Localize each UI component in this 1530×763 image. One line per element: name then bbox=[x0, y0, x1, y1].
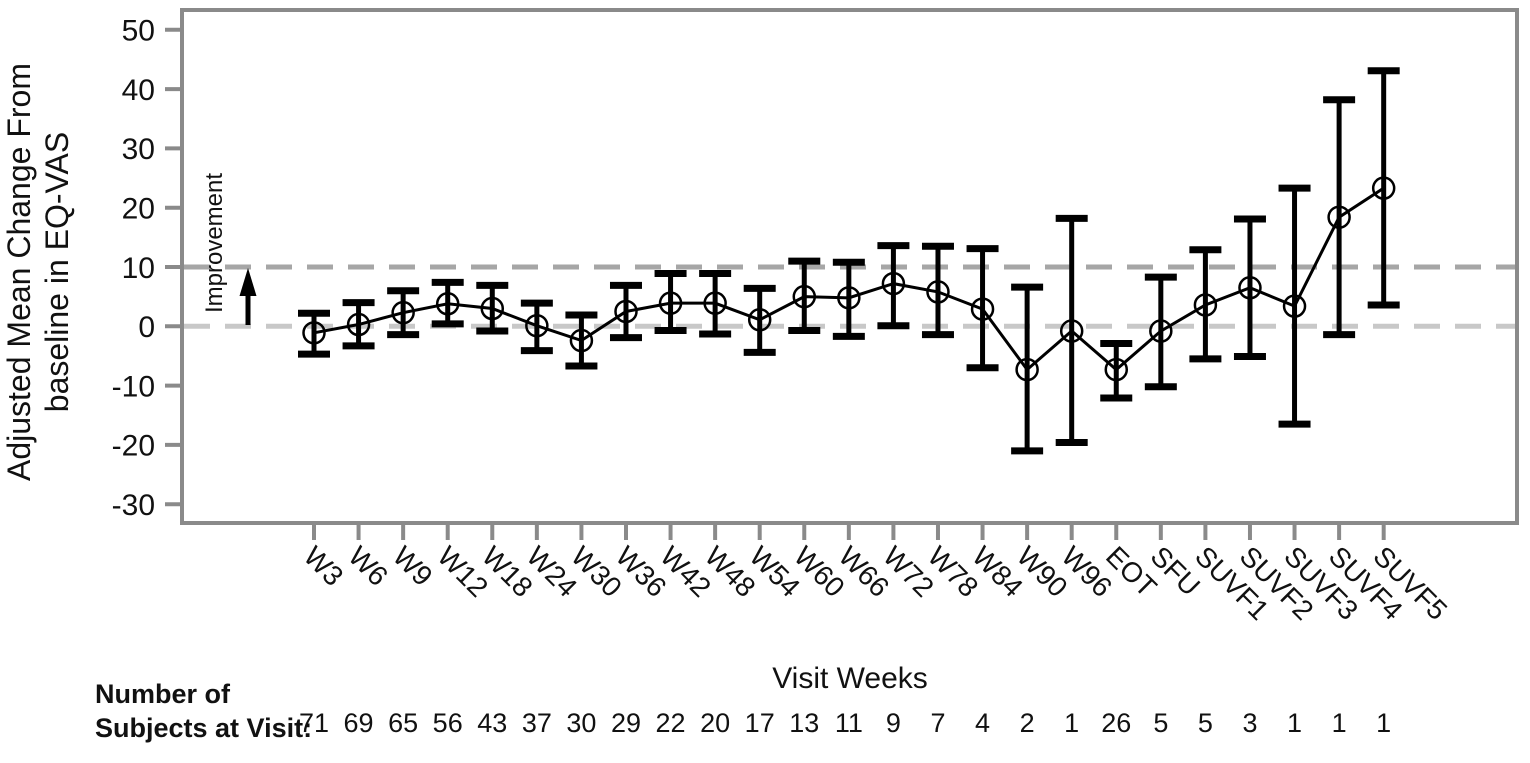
data-point-W96 bbox=[1059, 319, 1084, 343]
y-tick-label--30: -30 bbox=[112, 489, 155, 522]
subjects-count-W78: 7 bbox=[930, 708, 945, 738]
subjects-count-W12: 56 bbox=[433, 708, 463, 738]
improvement-annotation: Improvement bbox=[201, 173, 228, 313]
data-point-W18 bbox=[480, 296, 505, 321]
subjects-count-W24: 37 bbox=[522, 708, 552, 738]
data-point-W60 bbox=[792, 284, 817, 309]
x-tick-label-SFU: SFU bbox=[1145, 540, 1207, 602]
subjects-count-W84: 4 bbox=[975, 708, 990, 738]
plot-frame bbox=[180, 8, 1519, 525]
data-point-W9 bbox=[391, 300, 415, 325]
subjects-footer-label-line2: Subjects at Visit: bbox=[95, 713, 312, 743]
subjects-count-W66: 11 bbox=[835, 708, 863, 738]
subjects-count-W36: 29 bbox=[611, 708, 641, 738]
subjects-count-SUVF1: 5 bbox=[1198, 708, 1213, 738]
subjects-count-EOT: 26 bbox=[1101, 708, 1131, 738]
subjects-count-W48: 20 bbox=[700, 708, 730, 738]
subjects-count-SFU: 5 bbox=[1153, 708, 1168, 738]
data-point-SUVF2 bbox=[1238, 276, 1262, 300]
data-point-W78 bbox=[926, 280, 950, 304]
data-point-W66 bbox=[837, 286, 861, 310]
data-point-W72 bbox=[881, 271, 906, 296]
data-point-W3 bbox=[302, 321, 326, 345]
x-tick-label-W3: W3 bbox=[298, 540, 350, 592]
y-tick-label-40: 40 bbox=[122, 74, 155, 107]
subjects-count-W42: 22 bbox=[656, 708, 686, 738]
data-point-W84 bbox=[970, 297, 995, 321]
x-tick-label-W9: W9 bbox=[387, 540, 439, 592]
subjects-footer-label-line1: Number of bbox=[95, 679, 231, 709]
x-tick-label-W12: W12 bbox=[431, 540, 494, 603]
subjects-count-W90: 2 bbox=[1020, 708, 1035, 738]
data-point-W48 bbox=[703, 291, 727, 315]
data-point-W54 bbox=[747, 308, 772, 332]
data-point-SUVF4 bbox=[1327, 205, 1351, 229]
subjects-count-W60: 13 bbox=[789, 708, 819, 738]
error-bar-W72 bbox=[877, 242, 910, 330]
y-tick-label-0: 0 bbox=[138, 311, 155, 344]
y-tick-label-10: 10 bbox=[122, 252, 155, 285]
x-tick-label-W6: W6 bbox=[342, 540, 394, 592]
subjects-count-SUVF5: 1 bbox=[1376, 708, 1391, 738]
error-bar-SUVF5 bbox=[1367, 67, 1400, 309]
y-tick-label--10: -10 bbox=[112, 370, 155, 403]
x-axis-title: Visit Weeks bbox=[772, 662, 928, 695]
data-point-W30 bbox=[569, 328, 594, 353]
subjects-count-SUVF2: 3 bbox=[1242, 708, 1257, 738]
y-axis-title-line2: baseline in EQ-VAS bbox=[39, 132, 75, 412]
data-point-SFU bbox=[1149, 319, 1173, 343]
improvement-arrow-icon bbox=[239, 268, 257, 325]
subjects-count-W72: 9 bbox=[886, 708, 901, 738]
subjects-count-W30: 30 bbox=[566, 708, 596, 738]
subjects-count-W3: 71 bbox=[299, 708, 329, 738]
y-axis-title-line1: Adjusted Mean Change From bbox=[1, 63, 37, 481]
data-point-W36 bbox=[614, 299, 638, 324]
y-tick-label-20: 20 bbox=[122, 193, 155, 226]
subjects-count-W6: 69 bbox=[344, 708, 374, 738]
y-tick-label--20: -20 bbox=[112, 430, 155, 463]
data-point-SUVF5 bbox=[1371, 176, 1396, 200]
subjects-count-SUVF3: 1 bbox=[1287, 708, 1302, 738]
data-point-W42 bbox=[658, 291, 683, 315]
data-point-W90 bbox=[1015, 357, 1039, 382]
data-point-EOT bbox=[1104, 357, 1129, 382]
error-bar-W3 bbox=[298, 309, 330, 358]
subjects-count-W96: 1 bbox=[1064, 708, 1079, 738]
x-tick-label-EOT: EOT bbox=[1100, 540, 1163, 603]
data-point-SUVF3 bbox=[1282, 294, 1307, 318]
data-point-SUVF1 bbox=[1193, 293, 1218, 317]
data-point-W6 bbox=[346, 312, 371, 337]
chart-dynamic-layer: 50403020100-10-20-30W371W669W965W1256W18… bbox=[112, 15, 1515, 738]
data-point-W24 bbox=[525, 313, 549, 338]
y-tick-label-30: 30 bbox=[122, 133, 155, 166]
series-line bbox=[313, 186, 1385, 372]
subjects-count-W18: 43 bbox=[477, 708, 507, 738]
y-tick-label-50: 50 bbox=[122, 15, 155, 48]
subjects-count-W54: 17 bbox=[745, 708, 775, 738]
subjects-count-W9: 65 bbox=[388, 708, 418, 738]
subjects-count-SUVF4: 1 bbox=[1332, 708, 1347, 738]
data-point-W12 bbox=[435, 292, 460, 316]
